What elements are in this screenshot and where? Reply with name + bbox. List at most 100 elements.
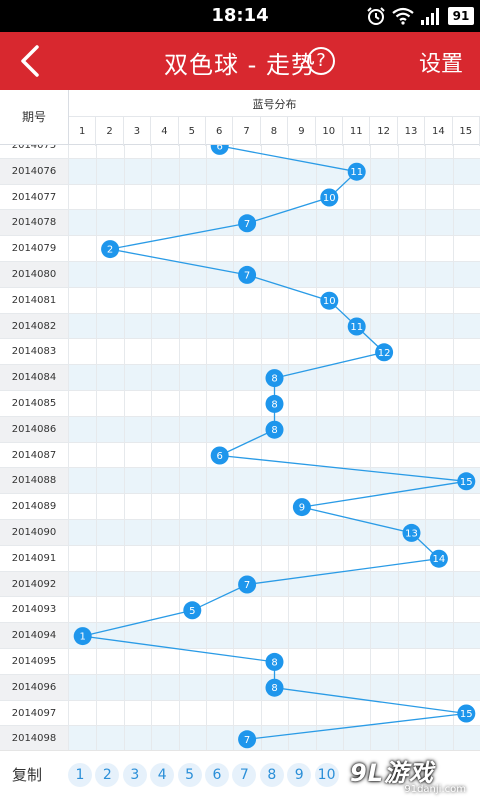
grid-line [397, 313, 399, 339]
back-button[interactable] [10, 40, 50, 82]
grid-line [370, 158, 372, 184]
row-cells [69, 648, 480, 674]
grid-line [123, 597, 125, 623]
grid-line [397, 519, 399, 545]
grid-line [343, 236, 344, 261]
grid-line [343, 597, 344, 623]
blue-number-marker: 14 [429, 549, 448, 568]
grid-line [260, 390, 262, 416]
period-label: 2014096 [0, 674, 69, 700]
grid-line [315, 597, 317, 623]
grid-line [233, 261, 235, 287]
period-label: 2014089 [0, 494, 69, 519]
number-chip-1[interactable]: 1 [68, 763, 92, 787]
table-row: 2014079 [0, 236, 480, 262]
row-cells [69, 287, 480, 313]
grid-line [425, 339, 427, 365]
grid-line [178, 390, 180, 416]
status-time: 18:14 [211, 5, 269, 26]
grid-line [260, 145, 262, 158]
blue-number-marker: 8 [265, 420, 284, 439]
number-chip-6[interactable]: 6 [205, 763, 229, 787]
number-chip-5[interactable]: 5 [177, 763, 202, 787]
row-cells [69, 313, 480, 339]
number-chip-9[interactable]: 9 [287, 763, 312, 787]
grid-line [178, 442, 180, 468]
grid-line [315, 390, 317, 416]
marker-label: 11 [350, 322, 363, 333]
table-row: 2014091 [0, 545, 480, 572]
grid-line [452, 184, 454, 210]
grid-line [370, 313, 372, 339]
column-header-7: 7 [233, 117, 261, 146]
marker-label: 7 [244, 270, 250, 281]
number-chip-3[interactable]: 3 [122, 763, 147, 787]
grid-line [206, 442, 207, 468]
grid-line [233, 158, 235, 184]
copy-button[interactable]: 复制 [12, 766, 43, 784]
title-bar: 双色球 - 走势 ? 设置 [0, 32, 480, 90]
number-chip-10[interactable]: 10 [314, 763, 339, 787]
blue-number-marker: 15 [457, 704, 476, 723]
number-chip-7[interactable]: 7 [232, 763, 257, 787]
column-header-13: 13 [398, 117, 426, 146]
column-header-2: 2 [96, 117, 124, 146]
trend-grid[interactable]: 2014075 2014076 2014077 2014078 2014079 20140… [0, 145, 480, 750]
grid-line [315, 339, 317, 365]
column-header-4: 4 [151, 117, 179, 146]
grid-line [123, 674, 125, 700]
grid-line [452, 287, 454, 313]
grid-line [151, 545, 153, 571]
grid-line [233, 416, 235, 442]
table-row: 2014097 [0, 700, 480, 727]
grid-line [151, 261, 153, 287]
grid-line [151, 494, 153, 519]
grid-line [260, 442, 262, 468]
grid-line [96, 236, 98, 261]
grid-line [315, 700, 317, 726]
grid-line [397, 145, 399, 158]
marker-label: 8 [271, 399, 277, 410]
grid-line [233, 339, 235, 365]
grid-line [452, 519, 454, 545]
grid-line [425, 261, 427, 287]
table-row: 2014081 [0, 287, 480, 314]
grid-line [123, 726, 125, 750]
grid-line [343, 571, 344, 597]
settings-button[interactable]: 设置 [418, 52, 463, 77]
grid-line [397, 571, 399, 597]
grid-line [397, 442, 399, 468]
period-label: 2014098 [0, 726, 69, 750]
grid-line [123, 700, 125, 726]
grid-line [178, 468, 180, 494]
grid-line [370, 210, 372, 236]
marker-label: 9 [299, 503, 305, 514]
marker-label: 8 [271, 683, 277, 694]
row-cells [69, 145, 480, 158]
help-button[interactable]: ? [307, 47, 335, 75]
grid-line [397, 494, 399, 519]
period-label: 2014079 [0, 236, 69, 261]
table-row: 2014088 [0, 468, 480, 495]
grid-line [452, 236, 454, 261]
marker-circle [320, 291, 339, 310]
column-header-11: 11 [343, 117, 371, 146]
grid-line [425, 623, 427, 648]
marker-label: 14 [433, 554, 446, 565]
grid-line [288, 468, 290, 494]
marker-label: 7 [244, 219, 250, 230]
grid-line [343, 365, 344, 390]
grid-line [315, 145, 317, 158]
status-icons: 91 [366, 5, 474, 27]
table-row: 2014082 [0, 313, 480, 340]
number-chip-8[interactable]: 8 [259, 763, 284, 787]
marker-circle [238, 265, 257, 284]
row-cells [69, 339, 480, 365]
grid-line [123, 416, 125, 442]
grid-line [178, 236, 180, 261]
number-chip-4[interactable]: 4 [150, 763, 175, 787]
number-chip-2[interactable]: 2 [95, 763, 120, 787]
marker-label: 5 [189, 606, 195, 617]
watermark-url: 91danji.com [404, 784, 466, 795]
grid-line [233, 700, 235, 726]
